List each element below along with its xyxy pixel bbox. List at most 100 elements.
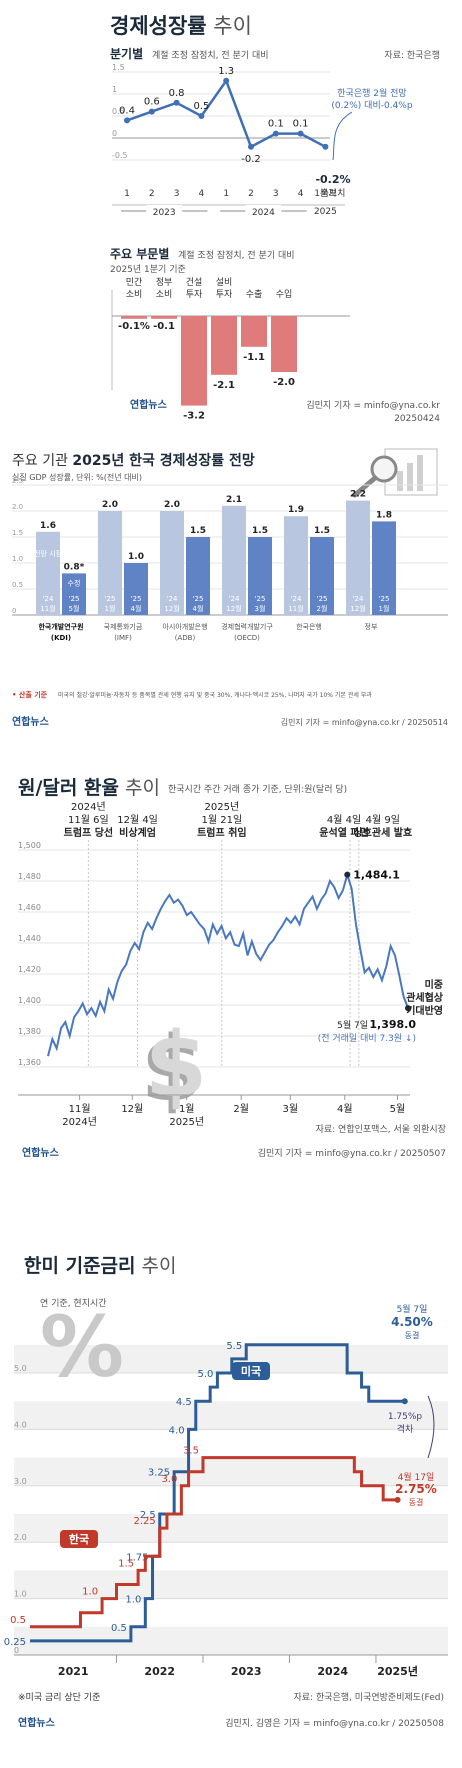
period-label: '25: [255, 595, 266, 603]
y-tick-label: 4.0: [14, 1420, 27, 1429]
yonhap-logo: 연합뉴스: [18, 1716, 55, 1729]
revised-forecast-bar: [310, 537, 334, 615]
period-label: 12월: [226, 604, 241, 613]
sector-label: 설비: [216, 277, 233, 288]
institution-label: 정부: [365, 622, 378, 631]
y-tick-label: 1,420: [18, 965, 41, 974]
y-tick-label: 2.5: [12, 477, 23, 485]
sector-value-label: -0.1%: [118, 321, 150, 332]
last-change-label: (전 거래일 대비 7.3원 ↓): [318, 1033, 416, 1044]
sector-label: 소비: [126, 289, 143, 300]
percent-glyph-icon: %: [40, 1298, 124, 1396]
kr-last-date: 4월 17일: [398, 1471, 435, 1483]
sector-bar: [271, 316, 297, 372]
y-tick-label: 1,360: [18, 1058, 41, 1067]
period-label: '25: [193, 595, 204, 603]
x-tick-label: 3: [273, 189, 279, 199]
us-step-label: 3.25: [148, 1468, 170, 1479]
series-line: [126, 78, 326, 149]
rate-subtitle: 연 기준, 현지시간: [40, 1298, 107, 1309]
period-label: '25: [69, 595, 80, 603]
period-label: 5월: [69, 604, 80, 613]
y-tick-label: 1,500: [18, 841, 41, 850]
sector-bar: [211, 316, 237, 375]
period-label: 11월: [40, 604, 55, 613]
policy-rate-panel: 한미 기준금리 추이 5.0 4.0 3.0 2.0 1.0 0 연 기준, 현지시간 %…: [0, 1196, 462, 1764]
previous-forecast-bar: [98, 511, 122, 615]
x-tick-label: 4: [298, 189, 304, 199]
exchange-title: 원/달러 환율 추이: [18, 777, 160, 799]
credit-line: 김민지. 김영은 기자 = minfo@yna.co.kr / 20250508: [225, 1717, 444, 1729]
kr-step-label: 0.5: [10, 1615, 26, 1626]
x-tick-label: 3월: [283, 1103, 299, 1115]
quarterly-section-label: 분기별: [110, 46, 143, 61]
event-label: 12월 4일: [117, 814, 158, 826]
previous-forecast-bar: [284, 516, 308, 615]
right-note-label: 미중: [425, 978, 443, 991]
period-label: '25: [105, 595, 116, 603]
yonhap-logo: 연합뉴스: [22, 1146, 59, 1159]
preliminary-tag: 속보치: [321, 187, 346, 199]
period-label: 12월: [164, 604, 179, 613]
revised-forecast-bar: [62, 573, 86, 615]
gdp-growth-svg: 경제성장률 추이 분기별 계절 조정 잠정치, 전 분기 대비 자료: 한국은행…: [110, 14, 440, 424]
note-text: 미국의 철강·알루미늄·자동차 등 품목별 관세 현행 유지 및 중국 30%,…: [58, 691, 372, 699]
institution-label: 국제통화기금: [104, 622, 143, 631]
first-tag: 수정: [68, 578, 81, 587]
period-label: 4월: [131, 604, 142, 613]
data-point: [223, 77, 230, 84]
forecast-value-label: 1.5: [252, 526, 268, 536]
year-label: 2022: [144, 1665, 175, 1678]
y-tick-label: 1,400: [18, 996, 41, 1005]
forecast-value-label: 2.2: [350, 490, 366, 500]
forecast-annotation-line2: (0.2%) 대비-0.4%p: [331, 100, 412, 111]
y-tick-label: 1.5: [112, 63, 125, 72]
data-label: 0.5: [193, 101, 209, 112]
kr-last-point: [394, 1496, 401, 1503]
y-tick-label: 1,380: [18, 1027, 41, 1036]
kr-rate-line: [30, 1456, 398, 1629]
data-point: [124, 117, 130, 124]
y-tick-label: 0: [12, 607, 16, 615]
data-point: [198, 113, 205, 119]
page-title: 경제성장률 추이: [110, 14, 252, 38]
data-point: [148, 108, 155, 115]
last-value-label: 1,398.0: [369, 1018, 416, 1031]
footnote: ※미국 금리 상단 기준: [18, 1692, 100, 1703]
previous-forecast-bar: [346, 500, 370, 615]
year-label: 2021: [58, 1665, 89, 1678]
period-label: 3월: [255, 604, 266, 613]
quarterly-section-note: 계절 조정 잠정치, 전 분기 대비: [152, 49, 269, 61]
event-label: 트럼프 취임: [197, 826, 246, 839]
dollar-sign-icon: $ $: [141, 1013, 208, 1122]
y-tick-label: 0: [112, 129, 117, 138]
y-tick-label: 1,460: [18, 903, 41, 912]
year-label: 2024: [252, 208, 275, 218]
source-label: 자료: 연합인포맥스, 서울 외환시장: [316, 1123, 446, 1135]
institution-label: 경제협력개발기구: [221, 622, 273, 631]
last-quarter-value: -0.2%: [315, 173, 350, 186]
x-tick-label: 3: [174, 189, 180, 199]
y-tick-label: 5.0: [14, 1364, 27, 1373]
institution-label: (ADB): [175, 634, 196, 642]
svg-text:미국: 미국: [241, 1364, 261, 1378]
y-tick-label: 1: [112, 85, 117, 94]
institution-label: 한국은행: [296, 622, 322, 631]
institution-label: 아시아개발은행: [162, 622, 207, 631]
sector-label: 민간: [126, 277, 143, 288]
x-tick-label: 2: [149, 189, 155, 199]
forecast-title: 주요 기관 2025년 한국 경제성장률 전망: [12, 452, 255, 469]
data-point: [173, 99, 180, 106]
sector-value-label: -1.1: [243, 352, 265, 363]
revised-forecast-bar: [124, 563, 148, 615]
data-label: 0.1: [268, 119, 284, 130]
source-label: 자료: 한국은행: [384, 49, 440, 61]
period-label: '24: [291, 595, 302, 603]
sector-bar: [121, 316, 147, 319]
sector-label: 건설: [186, 277, 203, 288]
period-label: 2월: [317, 604, 328, 613]
gap-bracket: [427, 1395, 435, 1459]
us-step-label: 0.25: [4, 1637, 26, 1648]
sector-value-label: -0.1: [153, 321, 175, 332]
forecast-value-label: 0.8*: [64, 562, 85, 572]
